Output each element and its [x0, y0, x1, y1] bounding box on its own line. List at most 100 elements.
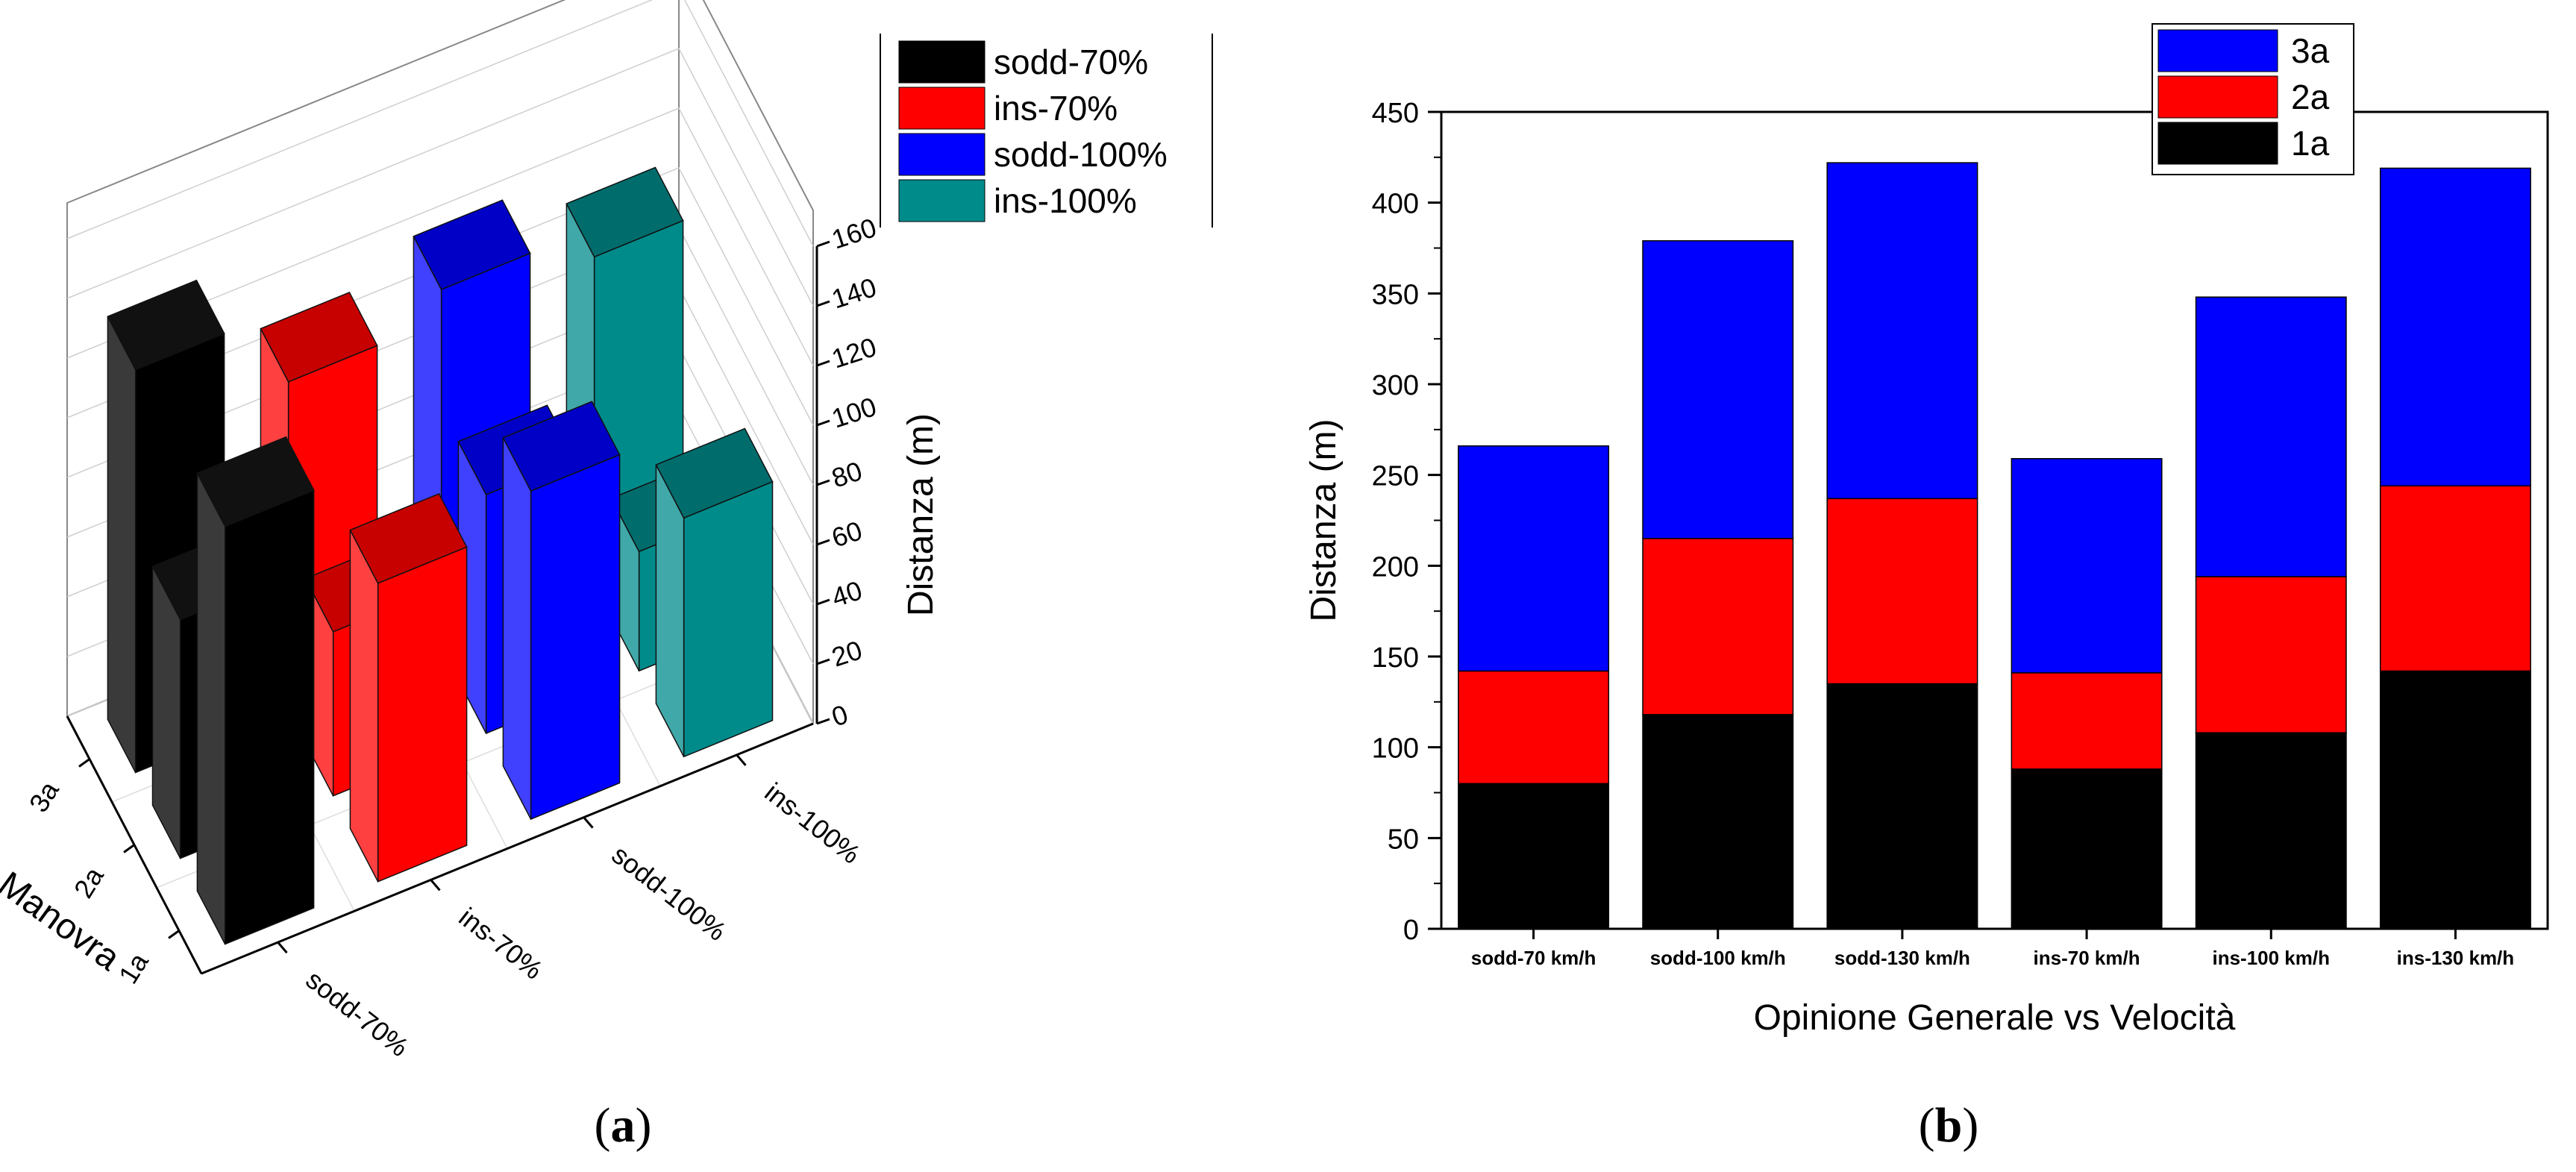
chart-b-stacked-bar: 0 50 100 150 200 250 300 350 400 450 sodd-70 km/h s… [1304, 23, 2549, 1038]
bar3d-sodd-100%-1a-front-face [530, 454, 621, 821]
x-tick-label: sodd-130 km/h [1834, 947, 1970, 969]
z-tick-mark [816, 240, 830, 248]
legend-label-sodd-70%: sodd-70% [994, 43, 1148, 81]
bar-3a-4 [2011, 458, 2163, 674]
z-tick-mark [816, 598, 830, 606]
bar-2a-2 [1642, 538, 1794, 715]
z-axis-title: Distanza (m) [901, 413, 941, 616]
legend-swatch-3a [2157, 29, 2278, 72]
z-tick-mark [816, 539, 830, 546]
z-tick-label: 60 [828, 515, 866, 553]
y-tick-label: 400 [1372, 189, 1419, 220]
bar3d-sodd-70%-3a-side-face [107, 316, 137, 773]
bar3d-ins-70%-1a-side-face [349, 530, 379, 883]
panel-label-b-letter: b [1935, 1098, 1963, 1153]
bar-2a-4 [2011, 672, 2163, 770]
z-tick-mark [816, 718, 830, 725]
y-tick-label: 150 [1372, 642, 1419, 674]
legend-swatch-1a [2157, 122, 2278, 165]
z-tick-mark [816, 658, 830, 665]
bar3d-ins-70%-1a-front-face [377, 546, 468, 883]
bar3d-sodd-70%-1a-front-face [224, 489, 315, 945]
x-tick-label: sodd-70% [301, 964, 415, 1062]
z-gridline [66, 107, 814, 366]
bar3d-sodd-100%-3a-top-face [413, 199, 531, 291]
bar3d-ins-70%-3a-top-face [260, 291, 378, 383]
y-tick-mark [123, 844, 135, 853]
bar-3a-6 [2379, 167, 2531, 487]
y-axis-title: Distanza (m) [1304, 419, 1344, 621]
legend-label-ins-70%: ins-70% [994, 89, 1118, 128]
bar3d-sodd-70%-1a [196, 436, 315, 945]
bar3d-sodd-70%-1a-top-face [196, 436, 315, 527]
x-tick-label: sodd-100 km/h [1650, 947, 1786, 969]
x-tick-label: sodd-100% [607, 839, 733, 947]
z-tick-label: 80 [828, 455, 866, 493]
bar-2a-5 [2195, 576, 2347, 733]
bar3d-sodd-100%-1a [502, 401, 621, 821]
x-tick-label: sodd-70 km/h [1471, 947, 1596, 969]
legend-swatch-sodd-70% [898, 40, 985, 84]
chart-a-3d-bar: 0 20 40 60 80 100 120 140 160 Distanza (m) sodd-70… [0, 0, 1213, 1062]
panel-label-a: (a) [595, 1098, 652, 1153]
legend-label-1a: 1a [2291, 124, 2330, 163]
x-tick-label: ins-100 km/h [2212, 947, 2330, 969]
z-tick-label: 160 [828, 212, 880, 255]
bar3d-sodd-70%-1a-side-face [196, 472, 226, 944]
bar-3a-5 [2195, 296, 2347, 577]
bar-3a-3 [1826, 162, 1978, 500]
y-tick-label: 300 [1372, 370, 1419, 401]
bar-1a-6 [2379, 670, 2531, 930]
bar-1a-1 [1458, 783, 1610, 930]
z-tick-label: 40 [828, 574, 866, 612]
legend-swatch-sodd-100% [898, 133, 985, 176]
z-tick-mark [816, 419, 830, 427]
legend-label-sodd-100%: sodd-100% [994, 135, 1168, 174]
legend-swatch-2a [2157, 75, 2278, 119]
y-tick-mark [78, 758, 90, 768]
y-tick-mark [168, 930, 180, 939]
x-tick-label: ins-70 km/h [2034, 947, 2140, 969]
x-tick-mark [430, 879, 441, 891]
x-axis-line [201, 722, 814, 975]
bar3d-ins-70%-1a-top-face [349, 492, 468, 584]
x-tick-mark [277, 941, 288, 954]
bar3d-ins-100%-3a-top-face [565, 166, 684, 258]
y-tick-label: 100 [1372, 733, 1419, 765]
y-tick-label: 3a [23, 775, 66, 818]
z-gridline [66, 48, 814, 307]
y-tick-label: 200 [1372, 551, 1419, 583]
bar-2a-1 [1458, 670, 1610, 785]
bar-1a-5 [2195, 732, 2347, 930]
x-tick-mark [736, 753, 747, 766]
y-tick-label: 250 [1372, 461, 1419, 492]
bar3d-sodd-100%-1a-top-face [502, 401, 621, 492]
x-axis-title: Opinione Generale vs Velocità [1754, 998, 2236, 1038]
legend-swatch-ins-70% [898, 87, 985, 130]
z-tick-label: 140 [828, 272, 880, 315]
bar3d-sodd-100%-1a-side-face [502, 437, 532, 820]
legend-swatch-ins-100% [898, 179, 985, 222]
y-axis-title: Manovra [0, 865, 127, 979]
z-tick-label: 20 [828, 634, 866, 672]
x-tick-label: ins-100% [759, 777, 867, 870]
bar3d-ins-100%-1a [655, 427, 774, 758]
z-tick-mark [816, 300, 830, 307]
bar-3a-1 [1458, 445, 1610, 672]
y-tick-label: 0 [1403, 915, 1419, 946]
bar-1a-2 [1642, 714, 1794, 930]
z-tick-label: 120 [828, 331, 880, 375]
bar-3a-2 [1642, 240, 1794, 539]
legend-label-3a: 3a [2291, 31, 2330, 70]
bar3d-ins-100%-1a-top-face [655, 427, 774, 519]
x-tick-label: ins-130 km/h [2397, 947, 2515, 969]
bar-1a-4 [2011, 768, 2163, 930]
y-tick-label: 50 [1388, 824, 1419, 855]
z-tick-label: 0 [828, 698, 852, 732]
bar-2a-3 [1826, 498, 1978, 685]
z-tick-mark [816, 479, 830, 486]
bar3d-ins-100%-1a-front-face [683, 480, 774, 758]
z-gridline [66, 0, 814, 247]
z-tick-mark [816, 360, 830, 367]
